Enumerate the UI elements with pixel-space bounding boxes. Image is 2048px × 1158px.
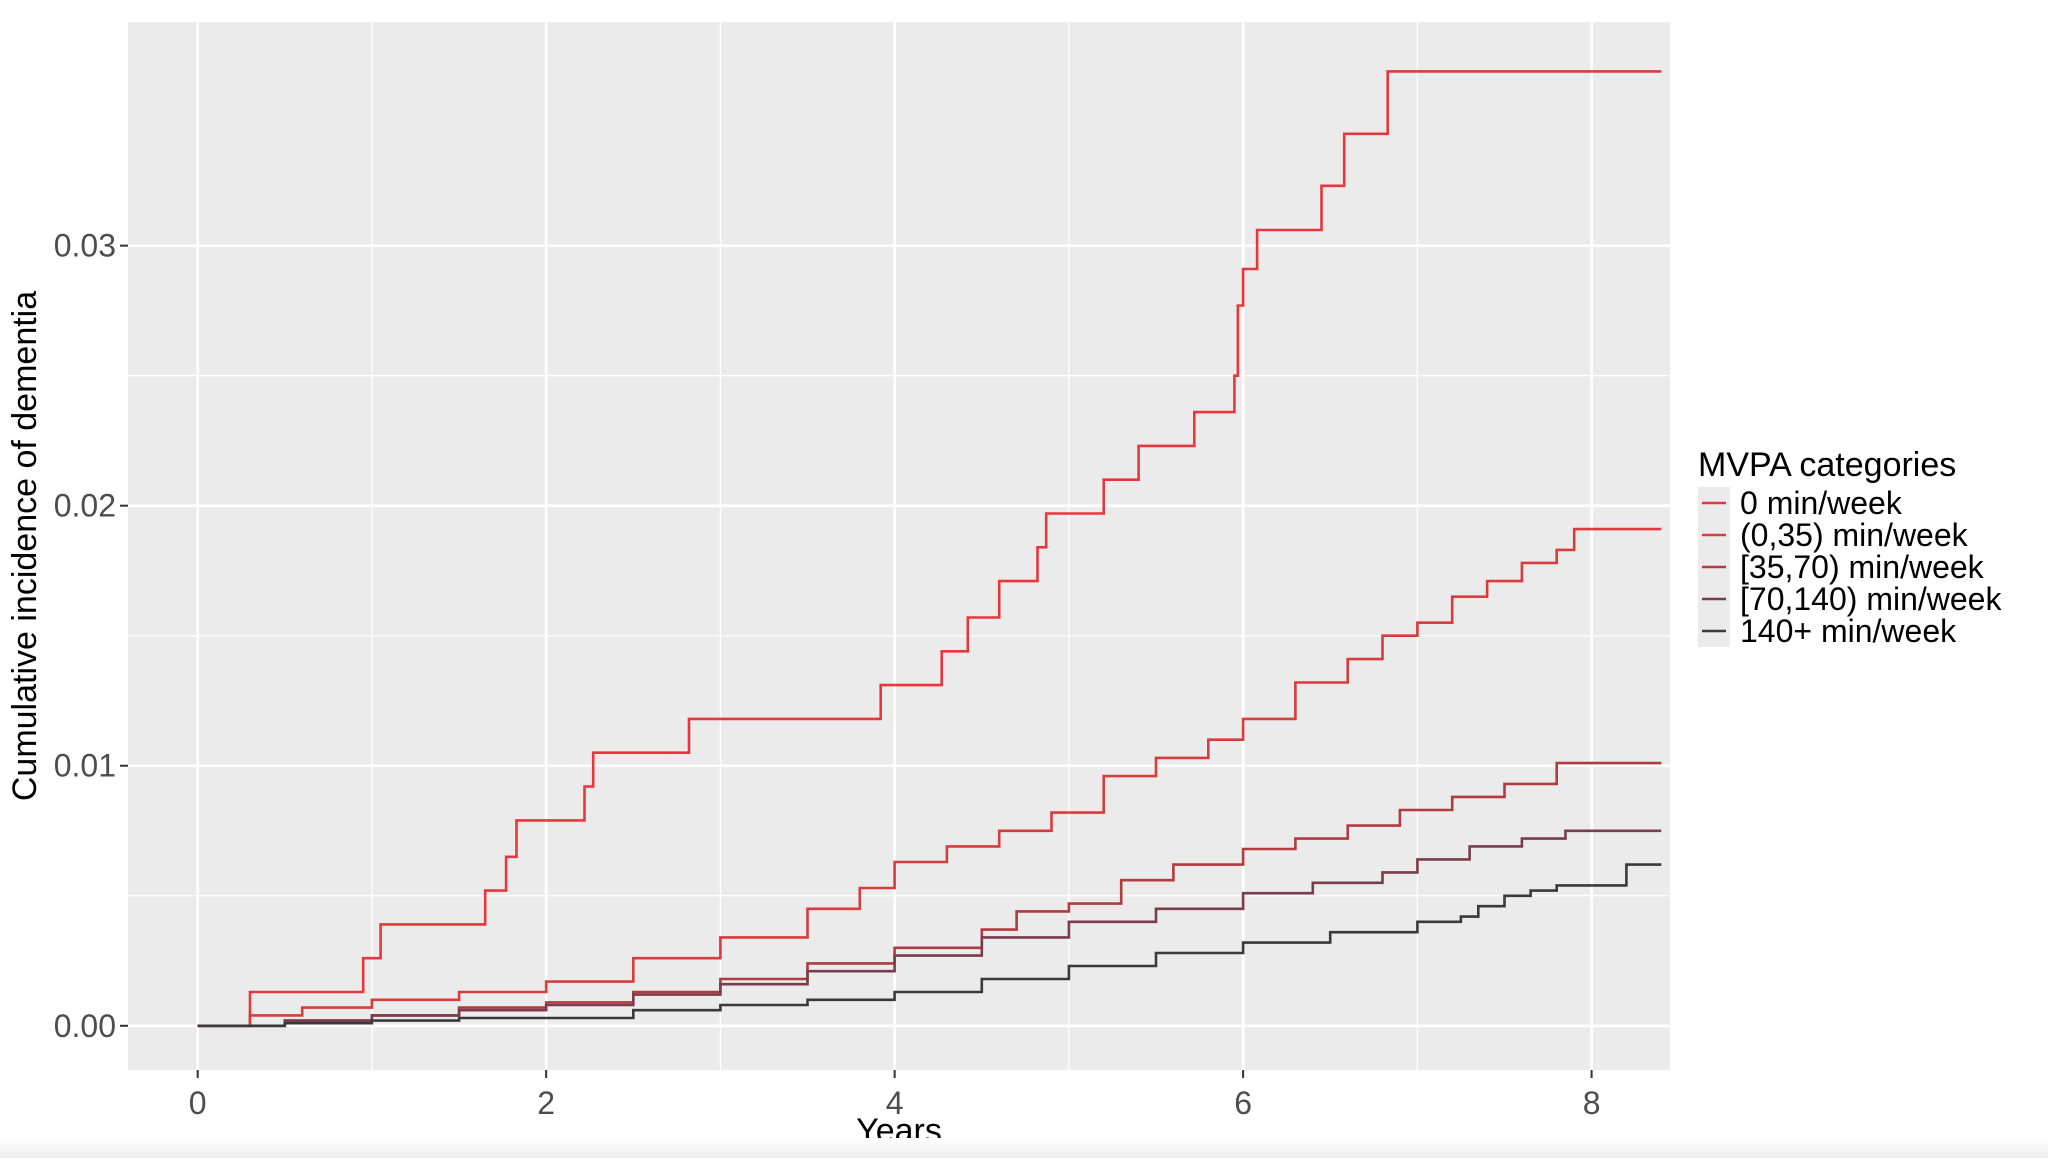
x-tick-label: 0 [189,1085,207,1121]
grid-lines [128,22,1670,1070]
y-axis-title: Cumulative incidence of dementia [6,291,44,801]
x-tick-label: 2 [537,1085,555,1121]
series-line-4 [197,863,1662,1028]
y-tick-label: 0.02 [54,488,116,524]
x-tick-label: 8 [1583,1085,1601,1121]
legend: MVPA categories 0 min/week(0,35) min/wee… [1698,446,2002,649]
x-tick-label: 6 [1234,1085,1252,1121]
legend-label: [70,140) min/week [1740,581,2002,617]
series-line-3 [197,829,1662,1028]
legend-label: (0,35) min/week [1740,517,1969,553]
bottom-edge [0,1138,2048,1158]
series-lines [197,70,1662,1028]
legend-label: 0 min/week [1740,485,1903,521]
y-tick-label: 0.03 [54,228,116,264]
series-line-1 [197,527,1662,1028]
legend-title: MVPA categories [1698,446,1956,484]
x-tick-label: 4 [886,1085,904,1121]
axes: 0 2 4 6 8 0.00 0.01 0.02 0.03 [54,228,1601,1121]
plot-panel [128,22,1670,1070]
legend-label: [35,70) min/week [1740,549,1985,585]
y-tick-label: 0.00 [54,1008,116,1044]
series-line-0 [197,70,1662,1028]
series-line-2 [197,761,1662,1028]
y-tick-label: 0.01 [54,748,116,784]
legend-label: 140+ min/week [1740,613,1957,649]
